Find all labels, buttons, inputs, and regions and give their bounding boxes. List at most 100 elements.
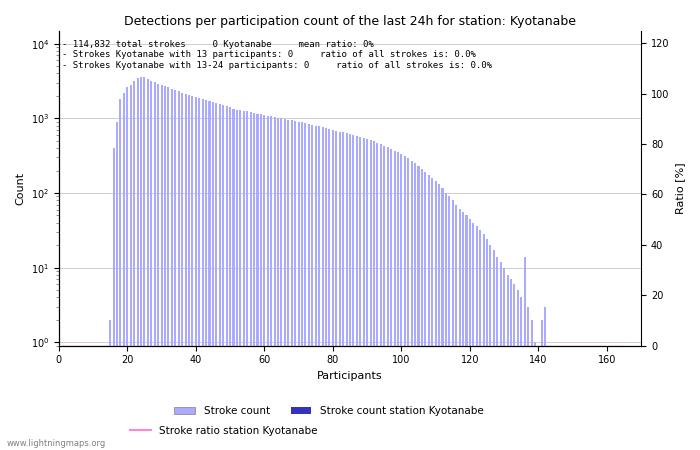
Bar [205,100,207,450]
Bar [216,103,218,450]
Bar [545,307,546,450]
Bar [404,156,406,450]
Bar [328,129,330,450]
Bar [253,113,255,450]
Text: - 114,832 total strokes     0 Kyotanabe     mean ratio: 0%
- Strokes Kyotanabe w: - 114,832 total strokes 0 Kyotanabe mean… [62,40,491,70]
Bar [144,77,146,450]
Bar [160,85,162,450]
Bar [397,153,399,450]
Bar [339,132,341,450]
Bar [445,193,447,450]
Bar [202,99,204,450]
Title: Detections per participation count of the last 24h for station: Kyotanabe: Detections per participation count of th… [124,15,576,28]
Bar [496,257,498,450]
Bar [140,77,142,450]
Bar [352,135,354,450]
Bar [480,230,481,450]
Bar [438,184,440,450]
Bar [191,96,193,450]
Bar [136,78,139,450]
Bar [243,111,245,450]
Bar [431,178,433,450]
Y-axis label: Count: Count [15,171,25,205]
Bar [373,141,375,450]
Bar [126,87,128,450]
Bar [466,216,468,450]
Bar [109,320,111,450]
Bar [366,139,368,450]
Bar [185,94,187,450]
Bar [469,219,471,450]
Bar [312,125,314,450]
Bar [150,81,153,450]
Bar [486,239,488,450]
Bar [157,84,159,450]
Bar [332,130,334,450]
Bar [120,99,122,450]
Bar [356,136,358,450]
Bar [520,297,522,450]
X-axis label: Participants: Participants [317,371,383,381]
Bar [301,122,303,450]
Bar [167,87,169,450]
Bar [246,112,248,450]
Bar [386,147,389,450]
Bar [133,81,135,450]
Bar [147,79,149,450]
Bar [493,251,495,450]
Bar [455,205,457,450]
Bar [181,93,183,450]
Bar [130,85,132,450]
Bar [287,120,289,450]
Bar [346,133,348,450]
Bar [294,121,296,450]
Bar [281,118,283,450]
Bar [304,123,307,450]
Bar [500,262,502,450]
Bar [510,279,512,450]
Bar [219,104,220,450]
Bar [256,113,258,450]
Bar [277,118,279,450]
Bar [195,97,197,450]
Bar [452,200,454,450]
Bar [116,122,118,450]
Bar [417,166,419,450]
Bar [400,154,402,450]
Bar [421,169,423,450]
Bar [318,126,320,450]
Bar [435,181,437,450]
Bar [527,307,529,450]
Bar [267,116,269,450]
Bar [503,268,505,450]
Bar [209,101,211,450]
Bar [198,99,200,450]
Bar [232,108,234,450]
Bar [414,163,416,450]
Bar [359,137,361,450]
Bar [370,140,372,450]
Bar [270,117,272,450]
Bar [411,161,413,450]
Bar [284,119,286,450]
Bar [239,110,241,450]
Bar [178,91,180,450]
Bar [236,110,238,450]
Bar [393,151,395,450]
Bar [263,115,265,450]
Bar [260,114,262,450]
Bar [428,175,430,450]
Bar [188,95,190,450]
Bar [229,108,231,450]
Bar [458,208,461,450]
Y-axis label: Ratio [%]: Ratio [%] [675,162,685,214]
Bar [513,284,515,450]
Bar [380,144,382,450]
Bar [531,320,533,450]
Bar [222,105,224,450]
Bar [325,128,327,450]
Bar [363,138,365,450]
Bar [383,146,385,450]
Bar [164,86,166,450]
Bar [473,223,475,450]
